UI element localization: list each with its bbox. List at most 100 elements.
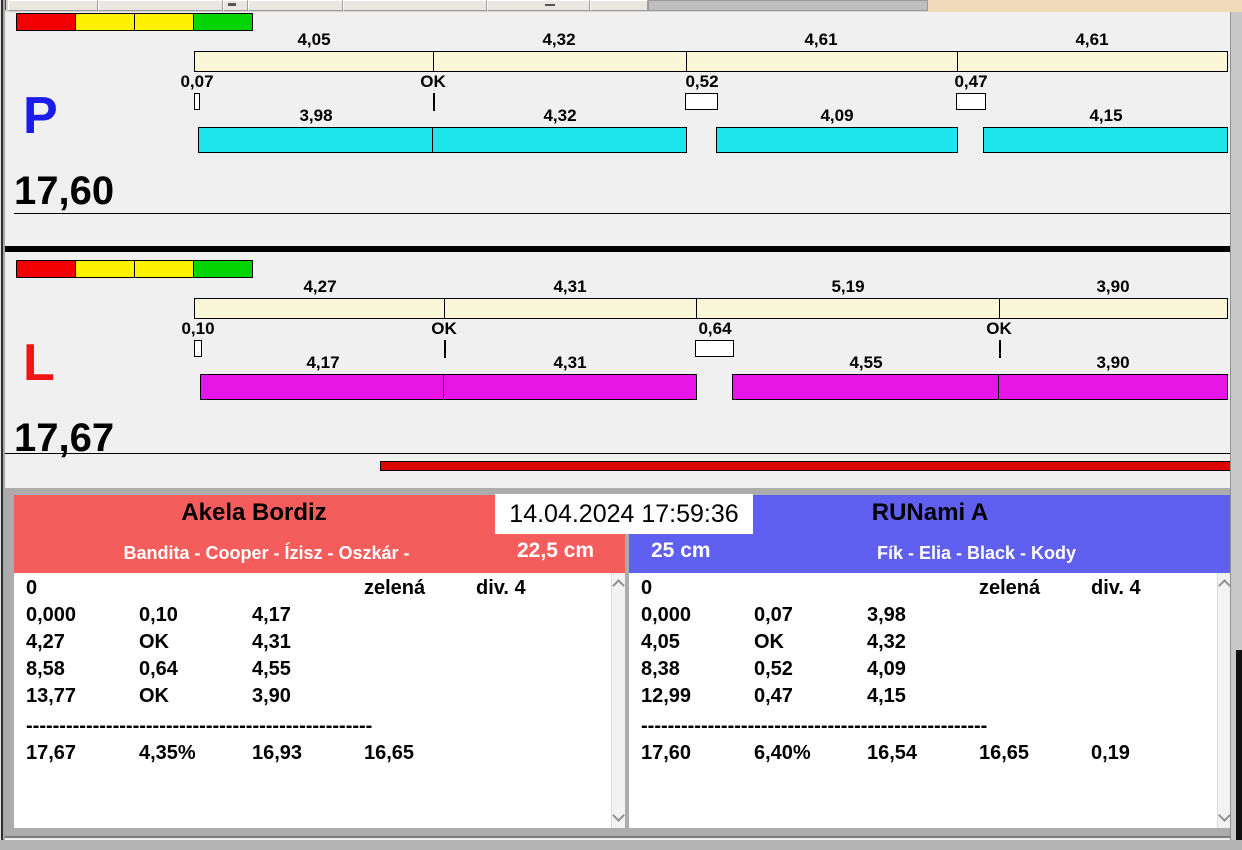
- separator-dashes: ----------------------------------------…: [641, 715, 988, 737]
- fault-marker: [956, 93, 986, 110]
- info-cell: zelená: [364, 577, 426, 599]
- scroll-down-icon[interactable]: [612, 809, 625, 822]
- split-cell: 0,000: [641, 604, 692, 626]
- split-cell: OK: [139, 631, 169, 653]
- scroll-up-icon[interactable]: [1218, 579, 1231, 592]
- split-cell: OK: [754, 631, 784, 653]
- ok-tick: [444, 340, 446, 358]
- course-bars-p: 4,05 0,07 3,98 4,32 OK 4,32 4,61 0,52 4,09 4,61 0,…: [180, 13, 1229, 173]
- splits-table-left[interactable]: 0 zelená div. 4 0,000 0,10 4,17 4,27 OK 4,31 8,58…: [14, 573, 625, 828]
- segment-total-label: 4,27: [303, 277, 337, 296]
- planned-distance-bar: [194, 51, 1228, 72]
- fault-marker: [194, 340, 202, 357]
- jump-distance-bar: [716, 127, 958, 153]
- scroll-down-icon[interactable]: [1218, 809, 1231, 822]
- horizontal-rule: [14, 213, 1233, 214]
- fault-label: 0,10: [181, 319, 215, 338]
- split-cell: 4,27: [26, 631, 65, 653]
- total-cell: 17,60: [641, 742, 692, 764]
- course-section-p: P 4,05 0,07 3,98 4,32 OK 4,32 4,61 0,52 4,09 4,61…: [0, 13, 1242, 243]
- section-total-distance-p: 17,60: [14, 169, 115, 213]
- split-cell: 13,77: [26, 685, 77, 707]
- fault-light: [75, 260, 135, 278]
- fault-light: [134, 13, 194, 31]
- jump-length-label: 4,31: [553, 353, 587, 372]
- jump-distance-bar: [983, 127, 1228, 153]
- window-left-edge-dark: [1, 0, 3, 850]
- fault-light: [75, 13, 135, 31]
- segment-divider: [433, 51, 434, 72]
- background-window-fragment: [648, 0, 928, 11]
- fault-marker: [695, 340, 734, 357]
- total-cell: 16,93: [252, 742, 303, 764]
- section-total-distance-l: 17,67: [14, 416, 115, 460]
- total-cell: 6,40%: [754, 742, 811, 764]
- jump-distance-bar: [998, 374, 1228, 400]
- dog-names-left: Bandita - Cooper - Ízisz - Oszkár -: [123, 543, 410, 563]
- fault-light: [193, 13, 253, 31]
- jump-distance-bar: [443, 374, 697, 400]
- split-cell: OK: [139, 685, 169, 707]
- window-left-edge-gray: [3, 0, 5, 850]
- results-frame: Akela Bordiz Bandita - Cooper - Ízisz - …: [5, 488, 1237, 838]
- background-windows-strip: [0, 0, 1242, 12]
- vertical-scrollbar[interactable]: [611, 573, 625, 828]
- separator-dashes: ----------------------------------------…: [26, 715, 373, 737]
- jump-distance-bar: [732, 374, 1000, 400]
- competitor-name-left: Akela Bordiz: [181, 499, 327, 526]
- fault-light: [16, 13, 76, 31]
- split-cell: 0,47: [754, 685, 793, 707]
- window-bottom-strip: [0, 840, 1242, 850]
- dog-names-right: Fík - Elia - Black - Kody: [876, 543, 1077, 563]
- split-cell: 4,32: [867, 631, 906, 653]
- segment-divider: [696, 298, 697, 319]
- jump-length-label: 3,98: [299, 106, 333, 125]
- total-cell: 0,19: [1091, 742, 1130, 764]
- split-cell: 0,10: [139, 604, 178, 626]
- segment-total-label: 5,19: [831, 277, 865, 296]
- fault-label: 0,07: [180, 72, 214, 91]
- jump-height-right: 25 cm: [651, 539, 711, 562]
- fault-label: 0,64: [698, 319, 732, 338]
- split-cell: 4,15: [867, 685, 906, 707]
- total-cell: 16,65: [979, 742, 1030, 764]
- background-window-fragment: [8, 0, 98, 11]
- vertical-scrollbar[interactable]: [1217, 573, 1231, 828]
- competitor-header-left: Akela Bordiz Bandita - Cooper - Ízisz - …: [14, 495, 625, 573]
- segment-total-label: 4,32: [542, 30, 576, 49]
- split-cell: 12,99: [641, 685, 692, 707]
- ok-tick: [433, 93, 435, 111]
- section-separator-bar: [5, 246, 1233, 252]
- total-cell: 16,54: [867, 742, 918, 764]
- timestamp-box: 14.04.2024 17:59:36: [495, 494, 753, 534]
- window-right-border: [1230, 12, 1242, 850]
- planned-distance-bar: [194, 298, 1228, 319]
- jump-distance-bar: [200, 374, 446, 400]
- segment-total-label: 4,05: [297, 30, 331, 49]
- background-black-strip: [1236, 650, 1242, 850]
- segment-divider: [444, 298, 445, 319]
- segment-divider: [957, 51, 958, 72]
- background-window-fragment: [343, 0, 487, 11]
- caret-mark: [228, 3, 236, 6]
- fault-marker: [685, 93, 718, 110]
- competitor-name-right: RUNami A: [871, 499, 989, 526]
- section-letter-l: L: [23, 334, 55, 392]
- scroll-up-icon[interactable]: [612, 579, 625, 592]
- split-cell: 4,09: [867, 658, 906, 680]
- segment-divider: [686, 51, 687, 72]
- split-cell: 4,05: [641, 631, 680, 653]
- jump-height-left: 22,5 cm: [517, 539, 595, 562]
- dash-mark: [545, 4, 555, 6]
- jump-length-label: 3,90: [1096, 353, 1130, 372]
- fault-label: 0,52: [685, 72, 719, 91]
- jump-length-label: 4,17: [306, 353, 340, 372]
- course-bars-l: 4,27 0,10 4,17 4,31 OK 4,31 5,19 0,64 4,55 3,90 OK…: [181, 260, 1229, 420]
- fault-light: [16, 260, 76, 278]
- info-cell: zelená: [979, 577, 1041, 599]
- total-cell: 17,67: [26, 742, 77, 764]
- background-window-tan-fragment: [928, 0, 1242, 12]
- splits-table-right[interactable]: 0 zelená div. 4 0,000 0,07 3,98 4,05 OK 4,32 8,38…: [629, 573, 1231, 828]
- info-cell: div. 4: [1091, 577, 1141, 599]
- ok-tick: [999, 340, 1001, 358]
